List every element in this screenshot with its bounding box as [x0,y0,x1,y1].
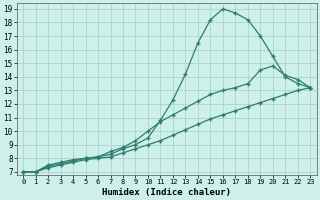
X-axis label: Humidex (Indice chaleur): Humidex (Indice chaleur) [102,188,231,197]
